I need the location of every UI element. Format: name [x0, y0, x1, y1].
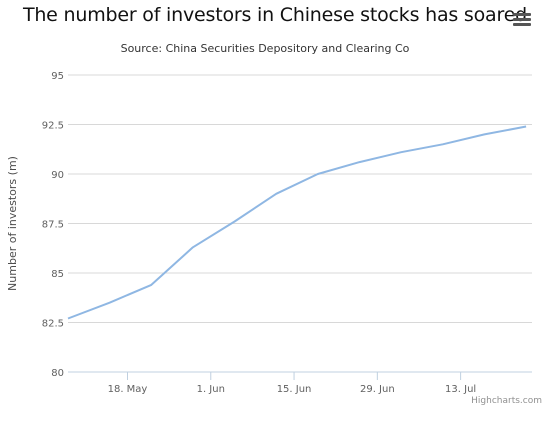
y-tick-label: 87.5	[42, 220, 64, 231]
y-tick-label: 90	[51, 170, 64, 181]
y-tick-label: 80	[51, 368, 64, 379]
hamburger-menu-icon[interactable]	[513, 12, 531, 28]
menu-bar	[513, 18, 531, 21]
credits-link[interactable]: Highcharts.com	[471, 396, 542, 406]
x-tick-label: 15. Jun	[277, 384, 312, 395]
grid-lines	[68, 74, 532, 323]
x-axis: 18. May 1. Jun 15. Jun 29. Jun 13. Jul	[68, 371, 532, 395]
x-tick-label: 29. Jun	[360, 384, 395, 395]
chart-title: The number of investors in Chinese stock…	[22, 4, 528, 26]
x-tick-label: 1. Jun	[197, 384, 225, 395]
x-tick-label: 13. Jul	[445, 384, 476, 395]
y-axis-title: Number of investors (m)	[6, 156, 19, 291]
y-tick-label: 85	[51, 269, 64, 280]
series-group	[67, 125, 527, 320]
menu-bar	[513, 13, 531, 16]
y-tick-label: 82.5	[42, 319, 64, 330]
y-tick-label: 92.5	[42, 121, 64, 132]
y-tick-label: 95	[51, 71, 64, 82]
series-line	[67, 125, 527, 320]
menu-bar	[513, 23, 531, 26]
y-axis-ticks: 80 82.5 85 87.5 90 92.5 95	[42, 71, 64, 379]
x-tick-label: 18. May	[108, 384, 148, 395]
chart-subtitle: Source: China Securities Depository and …	[120, 42, 410, 55]
